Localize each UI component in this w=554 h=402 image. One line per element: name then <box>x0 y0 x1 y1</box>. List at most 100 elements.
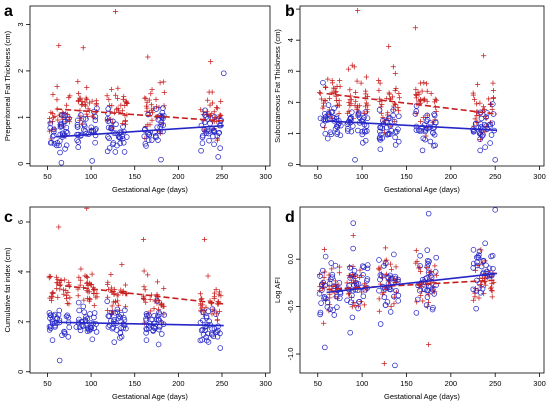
trend-line-dashed <box>326 92 498 115</box>
scatter-point-plus <box>321 320 327 326</box>
scatter-point-circle <box>415 127 422 133</box>
scatter-point-circle <box>377 134 383 141</box>
scatter-point-circle <box>211 141 217 148</box>
scatter-point-circle <box>199 326 206 333</box>
scatter-point-circle <box>213 311 219 318</box>
x-tick-label: 50 <box>43 172 51 181</box>
scatter-point-plus <box>55 117 61 123</box>
scatter-point-plus <box>91 302 97 309</box>
scatter-point-circle <box>155 341 162 348</box>
scatter-point-circle <box>62 331 68 337</box>
y-axis-label: Preperitoneal Fat Thickness (cm) <box>3 30 12 141</box>
scatter-point-circle <box>210 333 217 339</box>
scatter-point-plus <box>113 92 119 98</box>
scatter-point-circle <box>108 125 114 132</box>
scatter-point-circle <box>80 303 87 310</box>
scatter-point-circle <box>361 114 367 121</box>
scatter-point-plus <box>363 74 369 80</box>
scatter-point-plus <box>376 308 382 314</box>
scatter-point-plus <box>63 102 70 108</box>
scatter-point-plus <box>470 90 476 96</box>
trend-line-solid <box>326 120 498 132</box>
scatter-point-circle <box>362 109 369 115</box>
scatter-point-plus <box>89 113 95 119</box>
trend-line-dashed <box>56 108 224 122</box>
scatter-point-circle <box>412 111 419 117</box>
scatter-point-circle <box>48 312 54 319</box>
scatter-point-plus <box>381 360 387 367</box>
y-tick-label: 3 <box>16 22 25 26</box>
scatter-point-circle <box>117 135 123 141</box>
x-tick-label: 200 <box>172 379 185 388</box>
scatter-point-plus <box>108 285 115 291</box>
scatter-point-plus <box>218 293 224 299</box>
scatter-point-plus <box>215 105 221 111</box>
scatter-point-plus <box>148 107 154 113</box>
scatter-point-circle <box>329 274 336 280</box>
scatter-point-circle <box>433 119 439 126</box>
scatter-point-plus <box>141 284 147 290</box>
scatter-point-plus <box>104 307 111 314</box>
scatter-point-circle <box>355 305 361 312</box>
x-tick-label: 200 <box>172 172 185 181</box>
scatter-point-circle <box>143 337 150 343</box>
scatter-point-circle <box>329 109 336 115</box>
scatter-point-plus <box>320 100 327 106</box>
scatter-point-plus <box>114 106 120 112</box>
scatter-point-plus <box>489 294 495 300</box>
scatter-point-plus <box>471 96 478 103</box>
scatter-point-circle <box>83 130 89 137</box>
scatter-point-plus <box>85 289 91 295</box>
scatter-point-circle <box>153 133 159 139</box>
scatter-point-plus <box>84 96 90 103</box>
scatter-point-plus <box>336 270 342 276</box>
scatter-point-circle <box>392 275 399 282</box>
scatter-point-plus <box>424 112 430 118</box>
scatter-point-plus <box>50 114 56 121</box>
scatter-point-plus <box>424 88 430 94</box>
scatter-point-circle <box>158 119 164 125</box>
y-tick-label: 0 <box>16 162 25 166</box>
scatter-point-circle <box>104 116 111 122</box>
scatter-point-circle <box>75 144 81 150</box>
scatter-point-plus <box>81 297 87 303</box>
scatter-point-plus <box>391 301 397 307</box>
scatter-point-plus <box>118 102 124 108</box>
scatter-point-plus <box>432 96 438 102</box>
scatter-point-plus <box>473 101 480 107</box>
scatter-point-plus <box>115 298 121 304</box>
scatter-point-circle <box>386 130 392 137</box>
scatter-point-plus <box>418 293 424 299</box>
scatter-point-circle <box>327 129 334 136</box>
panel-d: d 50 100 150 200 250 300 -1.0 -0.5 0.0 Gestational… <box>273 206 546 401</box>
scatter-point-plus <box>385 110 391 116</box>
x-tick-label: 250 <box>489 172 502 181</box>
scatter-point-circle <box>424 116 431 123</box>
scatter-point-circle <box>395 298 402 304</box>
scatter-point-circle <box>205 330 211 337</box>
panel-c: c 50 100 150 200 250 300 0 2 4 6 Gestational Age (d… <box>3 206 272 401</box>
y-tick-label: 3 <box>286 69 295 73</box>
scatter-point-plus <box>203 304 209 310</box>
scatter-point-circle <box>161 312 168 318</box>
scatter-point-plus <box>392 88 398 94</box>
scatter-point-circle <box>75 139 82 145</box>
scatter-point-circle <box>203 315 210 321</box>
scatter-point-plus <box>336 98 342 104</box>
scatter-point-plus <box>350 263 356 270</box>
scatter-point-plus <box>396 95 402 101</box>
scatter-point-circle <box>205 116 211 122</box>
scatter-point-plus <box>148 308 154 314</box>
scatter-point-plus <box>159 300 165 306</box>
scatter-point-circle <box>322 130 329 137</box>
scatter-point-plus <box>350 232 356 239</box>
scatter-point-circle <box>118 333 125 340</box>
scatter-point-circle <box>217 345 224 351</box>
scatter-point-circle <box>337 289 344 295</box>
scatter-point-circle <box>379 135 386 141</box>
scatter-point-circle <box>202 324 209 330</box>
plot-frame <box>299 5 545 167</box>
x-axis-label: Gestational Age (days) <box>112 392 188 401</box>
scatter-point-circle <box>215 154 221 160</box>
scatter-point-circle <box>211 114 218 120</box>
